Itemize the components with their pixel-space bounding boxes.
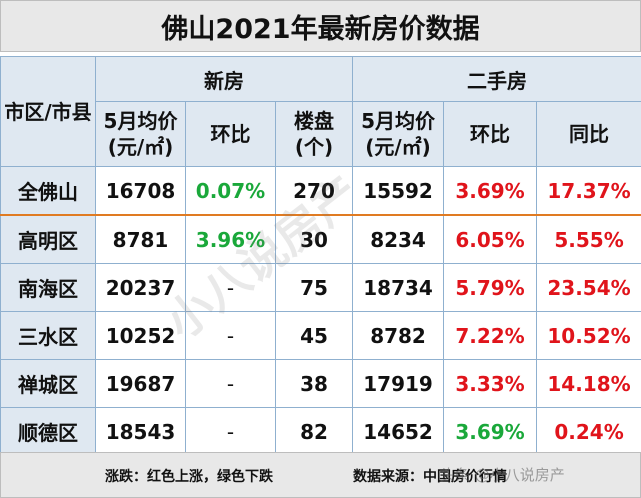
table-row: 高明区 8781 3.96% 30 8234 6.05% 5.55% [0, 214, 641, 264]
second-yoy: 10.52% [536, 311, 641, 360]
new-price: 8781 [95, 214, 186, 264]
new-mom: - [185, 359, 276, 408]
header-second-hand: 二手房 [352, 56, 641, 102]
table-row: 顺德区 18543-82 14652 3.69% 0.24% [0, 407, 641, 456]
new-mom: - [185, 311, 276, 360]
second-yoy: 5.55% [536, 214, 641, 264]
header-district: 市区/市县 [0, 56, 96, 167]
project-count: 30 [274, 214, 354, 264]
project-count: 82 [274, 407, 354, 456]
header-second-price: 5月均价(元/㎡) [352, 101, 445, 167]
project-count: 38 [274, 359, 354, 408]
new-mom: 3.96% [185, 214, 276, 264]
second-mom: 7.22% [443, 311, 538, 360]
header-new-price: 5月均价(元/㎡) [95, 101, 186, 167]
district-name: 三水区 [0, 311, 96, 360]
new-price: 19687 [95, 359, 186, 408]
page-title: 佛山2021年最新房价数据 [0, 0, 641, 52]
second-mom: 5.79% [443, 263, 538, 312]
price-table: 市区/市县 新房 二手房 5月均价(元/㎡) 环比 楼盘(个) 5月均价(元/㎡… [0, 56, 641, 456]
second-price: 17919 [352, 359, 445, 408]
table-row: 三水区 10252-45 8782 7.22% 10.52% [0, 311, 641, 360]
second-mom: 6.05% [443, 214, 538, 264]
new-mom: 0.07% [185, 166, 276, 216]
second-price: 18734 [352, 263, 445, 312]
second-price: 14652 [352, 407, 445, 456]
header-new-house: 新房 [94, 56, 354, 102]
header-new-projects: 楼盘(个) [274, 101, 354, 167]
second-yoy: 17.37% [536, 166, 641, 216]
footer-source: 数据来源：中国房价行情 [353, 469, 507, 485]
project-count: 45 [274, 311, 354, 360]
new-mom: - [185, 407, 276, 456]
new-price: 20237 [95, 263, 186, 312]
header-second-yoy: 同比 [536, 101, 641, 167]
district-name: 高明区 [0, 214, 96, 264]
table-row: 禅城区 19687-38 17919 3.33% 14.18% [0, 359, 641, 408]
second-mom: 3.69% [443, 407, 538, 456]
district-name: 禅城区 [0, 359, 96, 408]
footer: 涨跌：红色上涨，绿色下跌 数据来源：中国房价行情 [0, 452, 641, 498]
second-yoy: 0.24% [536, 407, 641, 456]
second-price: 8782 [352, 311, 445, 360]
new-price: 10252 [95, 311, 186, 360]
second-mom: 3.69% [443, 166, 538, 216]
district-name: 南海区 [0, 263, 96, 312]
header-new-mom: 环比 [185, 101, 276, 167]
footer-legend: 涨跌：红色上涨，绿色下跌 [105, 469, 273, 485]
project-count: 270 [274, 166, 354, 216]
table-row: 南海区 20237-75 18734 5.79% 23.54% [0, 263, 641, 312]
new-mom: - [185, 263, 276, 312]
second-price: 15592 [352, 166, 445, 216]
district-name: 顺德区 [0, 407, 96, 456]
second-mom: 3.33% [443, 359, 538, 408]
second-yoy: 23.54% [536, 263, 641, 312]
second-price: 8234 [352, 214, 445, 264]
second-yoy: 14.18% [536, 359, 641, 408]
header-second-mom: 环比 [443, 101, 538, 167]
new-price: 16708 [95, 166, 186, 216]
project-count: 75 [274, 263, 354, 312]
watermark-corner: 头条 @小八说房产 [440, 466, 565, 484]
table-row: 全佛山 16708 0.07% 270 15592 3.69% 17.37% [0, 166, 641, 216]
district-name: 全佛山 [0, 166, 96, 216]
new-price: 18543 [95, 407, 186, 456]
